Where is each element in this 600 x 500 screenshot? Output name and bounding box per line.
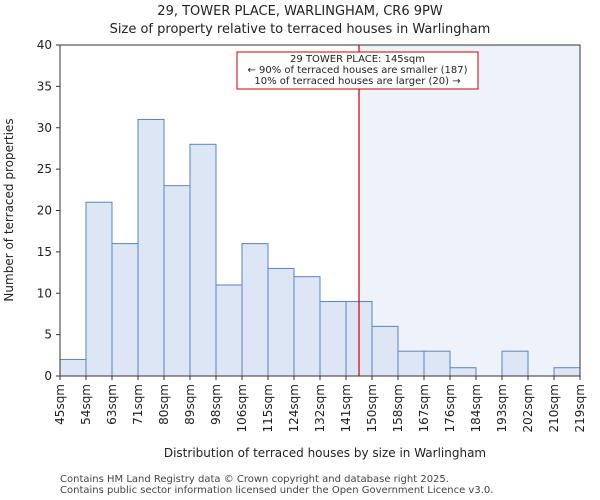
- chart-subtitle: Size of property relative to terraced ho…: [109, 22, 491, 37]
- bar-63sqm: [111, 243, 139, 377]
- x-tick-label: 98sqm: [209, 384, 223, 425]
- highlight-region: [359, 45, 580, 376]
- x-tick-label: 141sqm: [339, 384, 353, 432]
- x-tick-label: 132sqm: [313, 384, 327, 432]
- y-tick-label: 0: [44, 369, 52, 383]
- footer-copyright: Contains HM Land Registry data © Crown c…: [60, 474, 449, 485]
- x-tick-label: 167sqm: [417, 384, 431, 432]
- chart-title: 29, TOWER PLACE, WARLINGHAM, CR6 9PW: [157, 4, 443, 19]
- x-tick-label: 158sqm: [391, 384, 405, 432]
- bar-167sqm: [423, 350, 451, 377]
- x-tick-label: 124sqm: [287, 384, 301, 432]
- bar-193sqm: [501, 350, 529, 377]
- y-tick-label: 25: [37, 162, 52, 176]
- x-tick-label: 193sqm: [495, 384, 509, 432]
- x-tick-label: 219sqm: [573, 384, 587, 432]
- annotation-line-3: 10% of terraced houses are larger (20) →: [254, 76, 460, 87]
- bar-124sqm: [293, 276, 321, 377]
- x-tick-label: 176sqm: [443, 384, 457, 432]
- x-tick-label: 80sqm: [157, 384, 171, 425]
- x-tick-label: 150sqm: [365, 384, 379, 432]
- bar-chart: 0 5 10 15 20 25 30 35 40 45sqm 54sqm 63sqm 71sqm 80s…: [2, 38, 587, 460]
- y-tick-label: 20: [37, 204, 52, 218]
- bar-132sqm: [319, 301, 347, 377]
- y-tick-label: 40: [37, 38, 52, 52]
- y-tick-label: 10: [37, 286, 52, 300]
- annotation-box: 29 TOWER PLACE: 145sqm ← 90% of terraced…: [236, 51, 479, 90]
- x-tick-label: 54sqm: [79, 384, 93, 425]
- x-axis-label: Distribution of terraced houses by size …: [164, 446, 486, 460]
- bar-106sqm: [241, 243, 269, 377]
- x-tick-label: 106sqm: [235, 384, 249, 432]
- bar-89sqm: [189, 143, 217, 377]
- y-tick-label: 15: [37, 245, 52, 259]
- x-tick-label: 210sqm: [547, 384, 561, 432]
- y-tick-label: 35: [37, 79, 52, 93]
- x-tick-label: 89sqm: [183, 384, 197, 425]
- y-tick-label: 30: [37, 121, 52, 135]
- bar-71sqm: [137, 118, 165, 377]
- x-tick-label: 184sqm: [469, 384, 483, 432]
- annotation-line-1: 29 TOWER PLACE: 145sqm: [290, 54, 425, 65]
- bar-115sqm: [267, 267, 295, 377]
- bar-158sqm: [397, 350, 425, 377]
- x-tick-label: 63sqm: [105, 384, 119, 425]
- bar-54sqm: [85, 201, 113, 377]
- bar-176sqm: [449, 367, 477, 377]
- bar-45sqm: [59, 358, 87, 377]
- y-axis-label: Number of terraced properties: [2, 118, 16, 301]
- bar-150sqm: [371, 325, 399, 377]
- x-tick-label: 45sqm: [53, 384, 67, 425]
- x-tick-label: 71sqm: [131, 384, 145, 425]
- bar-210sqm: [553, 367, 581, 377]
- bar-80sqm: [163, 185, 191, 377]
- x-tick-label: 115sqm: [261, 384, 275, 432]
- x-tick-label: 202sqm: [521, 384, 535, 432]
- footer-licence: Contains public sector information licen…: [60, 485, 494, 496]
- bar-98sqm: [215, 284, 243, 377]
- y-tick-label: 5: [44, 328, 52, 342]
- annotation-line-2: ← 90% of terraced houses are smaller (18…: [247, 65, 467, 76]
